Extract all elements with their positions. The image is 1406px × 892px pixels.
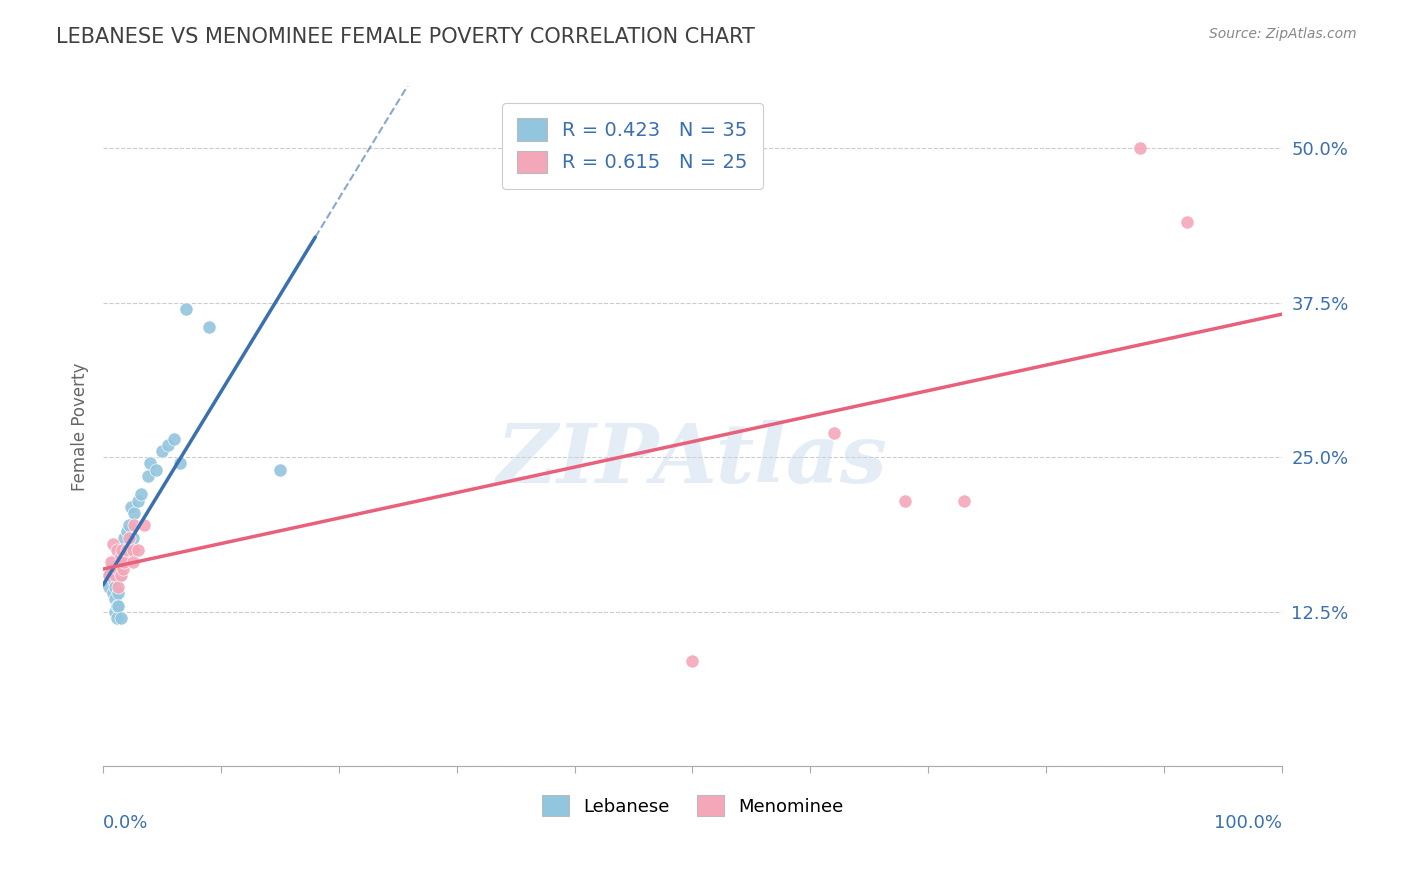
Point xyxy=(1177,215,1199,229)
Point xyxy=(122,506,145,520)
Y-axis label: Female Poverty: Female Poverty xyxy=(72,362,89,491)
Point xyxy=(112,543,135,558)
Point xyxy=(198,320,221,334)
Point xyxy=(174,301,197,316)
Point xyxy=(112,561,135,575)
Point xyxy=(122,518,145,533)
Point xyxy=(98,567,121,582)
Point xyxy=(98,567,121,582)
Point xyxy=(139,457,162,471)
Point xyxy=(105,543,128,558)
Point xyxy=(105,599,128,613)
Point xyxy=(952,493,974,508)
Point xyxy=(111,543,134,558)
Point xyxy=(169,457,191,471)
Point xyxy=(101,537,124,551)
Point xyxy=(121,543,143,558)
Point xyxy=(121,555,143,569)
Point xyxy=(105,611,128,625)
Point xyxy=(115,524,138,539)
Point xyxy=(163,432,186,446)
Point xyxy=(823,425,845,440)
Text: 0.0%: 0.0% xyxy=(103,814,149,832)
Point xyxy=(104,592,127,607)
Point xyxy=(111,543,134,558)
Point xyxy=(120,500,142,514)
Point xyxy=(110,555,132,569)
Point xyxy=(118,518,141,533)
Point xyxy=(110,611,132,625)
Text: Source: ZipAtlas.com: Source: ZipAtlas.com xyxy=(1209,27,1357,41)
Point xyxy=(112,555,135,569)
Point xyxy=(101,586,124,600)
Point xyxy=(100,561,122,575)
Point xyxy=(118,531,141,545)
Point xyxy=(681,654,703,668)
Point xyxy=(108,567,131,582)
Point xyxy=(107,586,129,600)
Point xyxy=(150,444,173,458)
Point xyxy=(127,493,149,508)
Point xyxy=(112,531,135,545)
Point xyxy=(129,487,152,501)
Text: LEBANESE VS MENOMINEE FEMALE POVERTY CORRELATION CHART: LEBANESE VS MENOMINEE FEMALE POVERTY COR… xyxy=(56,27,755,46)
Point xyxy=(893,493,915,508)
Point xyxy=(104,580,127,594)
Point xyxy=(104,567,127,582)
Point xyxy=(107,599,129,613)
Point xyxy=(107,580,129,594)
Point xyxy=(107,561,129,575)
Point xyxy=(115,543,138,558)
Point xyxy=(127,543,149,558)
Point xyxy=(136,468,159,483)
Point xyxy=(156,438,179,452)
Point xyxy=(103,574,125,588)
Text: 100.0%: 100.0% xyxy=(1213,814,1282,832)
Point xyxy=(98,580,121,594)
Point xyxy=(110,549,132,563)
Point xyxy=(145,462,167,476)
Point xyxy=(1129,141,1152,155)
Point xyxy=(121,531,143,545)
Point xyxy=(269,462,291,476)
Point xyxy=(134,518,156,533)
Point xyxy=(110,567,132,582)
Point xyxy=(100,555,122,569)
Text: ZIPAtlas: ZIPAtlas xyxy=(496,420,887,500)
Legend: Lebanese, Menominee: Lebanese, Menominee xyxy=(533,787,852,825)
Point xyxy=(104,605,127,619)
